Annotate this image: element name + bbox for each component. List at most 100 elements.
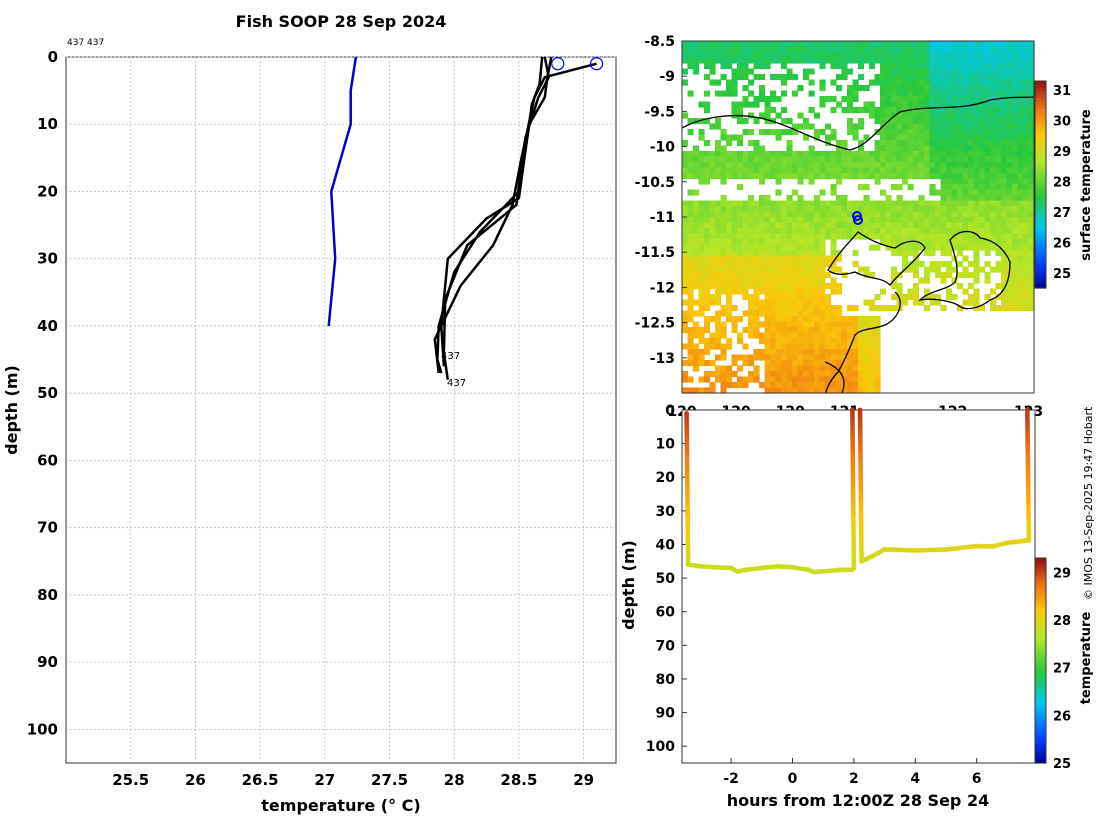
map-cell: [946, 145, 953, 152]
map-cell: [709, 167, 716, 174]
map-cell: [819, 327, 826, 334]
map-colorbar-cell: [1035, 250, 1046, 255]
map-cell: [957, 101, 964, 108]
map-cell: [726, 283, 733, 290]
map-cell: [1023, 68, 1030, 75]
map-cell: [770, 228, 777, 235]
map-cell: [698, 354, 705, 361]
map-cell: [891, 222, 898, 229]
map-cell: [907, 101, 914, 108]
map-cell: [940, 90, 947, 97]
map-cell: [979, 200, 986, 207]
map-cell: [775, 112, 782, 119]
map-cell: [797, 338, 804, 345]
map-cell: [808, 239, 815, 246]
map-cell: [836, 321, 843, 328]
map-cell: [869, 79, 876, 86]
map-cell: [825, 305, 832, 312]
map-cell: [775, 332, 782, 339]
map-cell: [869, 327, 876, 334]
map-cell: [929, 184, 936, 191]
map-cell: [792, 310, 799, 317]
map-cell: [1006, 228, 1013, 235]
map-cell: [836, 288, 843, 295]
map-cell: [896, 46, 903, 53]
map-cell: [968, 90, 975, 97]
map-cell: [951, 184, 958, 191]
map-cell: [704, 90, 711, 97]
map-cell: [781, 288, 788, 295]
timeseries-colorbar-cell: [1035, 643, 1046, 648]
map-cell: [687, 90, 694, 97]
map-cell: [995, 233, 1002, 240]
map-cell: [759, 173, 766, 180]
map-cell: [731, 233, 738, 240]
map-cell: [742, 57, 749, 64]
map-cell: [693, 200, 700, 207]
map-cell: [720, 52, 727, 59]
map-cell: [682, 79, 689, 86]
map-cell: [913, 228, 920, 235]
map-cell: [951, 266, 958, 273]
map-cell: [929, 211, 936, 218]
profile-y-tick-label: 10: [37, 115, 58, 133]
map-colorbar-cell: [1035, 81, 1046, 86]
map-cell: [1028, 57, 1035, 64]
map-cell: [979, 305, 986, 312]
map-cell: [819, 261, 826, 268]
map-cell: [907, 118, 914, 125]
map-cell: [693, 244, 700, 251]
map-cell: [968, 200, 975, 207]
map-cell: [858, 46, 865, 53]
map-cell: [852, 321, 859, 328]
map-cell: [1017, 250, 1024, 257]
map-cell: [781, 74, 788, 81]
map-cell: [995, 129, 1002, 136]
map-cell: [1001, 101, 1008, 108]
timeseries-x-tick-label: 0: [788, 771, 798, 787]
profile-y-tick-label: 30: [37, 250, 58, 268]
map-cell: [737, 63, 744, 70]
map-cell: [759, 272, 766, 279]
map-cell: [792, 338, 799, 345]
map-cell: [819, 255, 826, 262]
profile-line-2: [442, 56, 550, 380]
map-cell: [973, 206, 980, 213]
map-cell: [841, 195, 848, 202]
map-cell: [946, 195, 953, 202]
map-cell: [830, 343, 837, 350]
map-cell: [940, 118, 947, 125]
map-cell: [836, 365, 843, 372]
map-cell: [764, 244, 771, 251]
map-cell: [1012, 217, 1019, 224]
map-cell: [902, 250, 909, 257]
map-cell: [951, 200, 958, 207]
map-cell: [808, 365, 815, 372]
map-cell: [852, 250, 859, 257]
map-cell: [770, 382, 777, 389]
map-cell: [792, 382, 799, 389]
map-cell: [869, 349, 876, 356]
map-cell: [720, 365, 727, 372]
map-cell: [704, 101, 711, 108]
map-cell: [786, 371, 793, 378]
map-cell: [924, 57, 931, 64]
map-cell: [940, 74, 947, 81]
map-cell: [726, 211, 733, 218]
map-cell: [902, 145, 909, 152]
map-cell: [852, 343, 859, 350]
map-cell: [764, 151, 771, 158]
map-cell: [1028, 156, 1035, 163]
map-cell: [1012, 255, 1019, 262]
map-cell: [907, 217, 914, 224]
map-cell: [968, 63, 975, 70]
map-cell: [693, 57, 700, 64]
map-cell: [731, 222, 738, 229]
map-cell: [737, 239, 744, 246]
timeseries-colorbar-cell: [1035, 561, 1046, 566]
map-cell: [709, 239, 716, 246]
map-cell: [814, 387, 821, 394]
map-cell: [995, 305, 1002, 312]
map-cell: [951, 96, 958, 103]
